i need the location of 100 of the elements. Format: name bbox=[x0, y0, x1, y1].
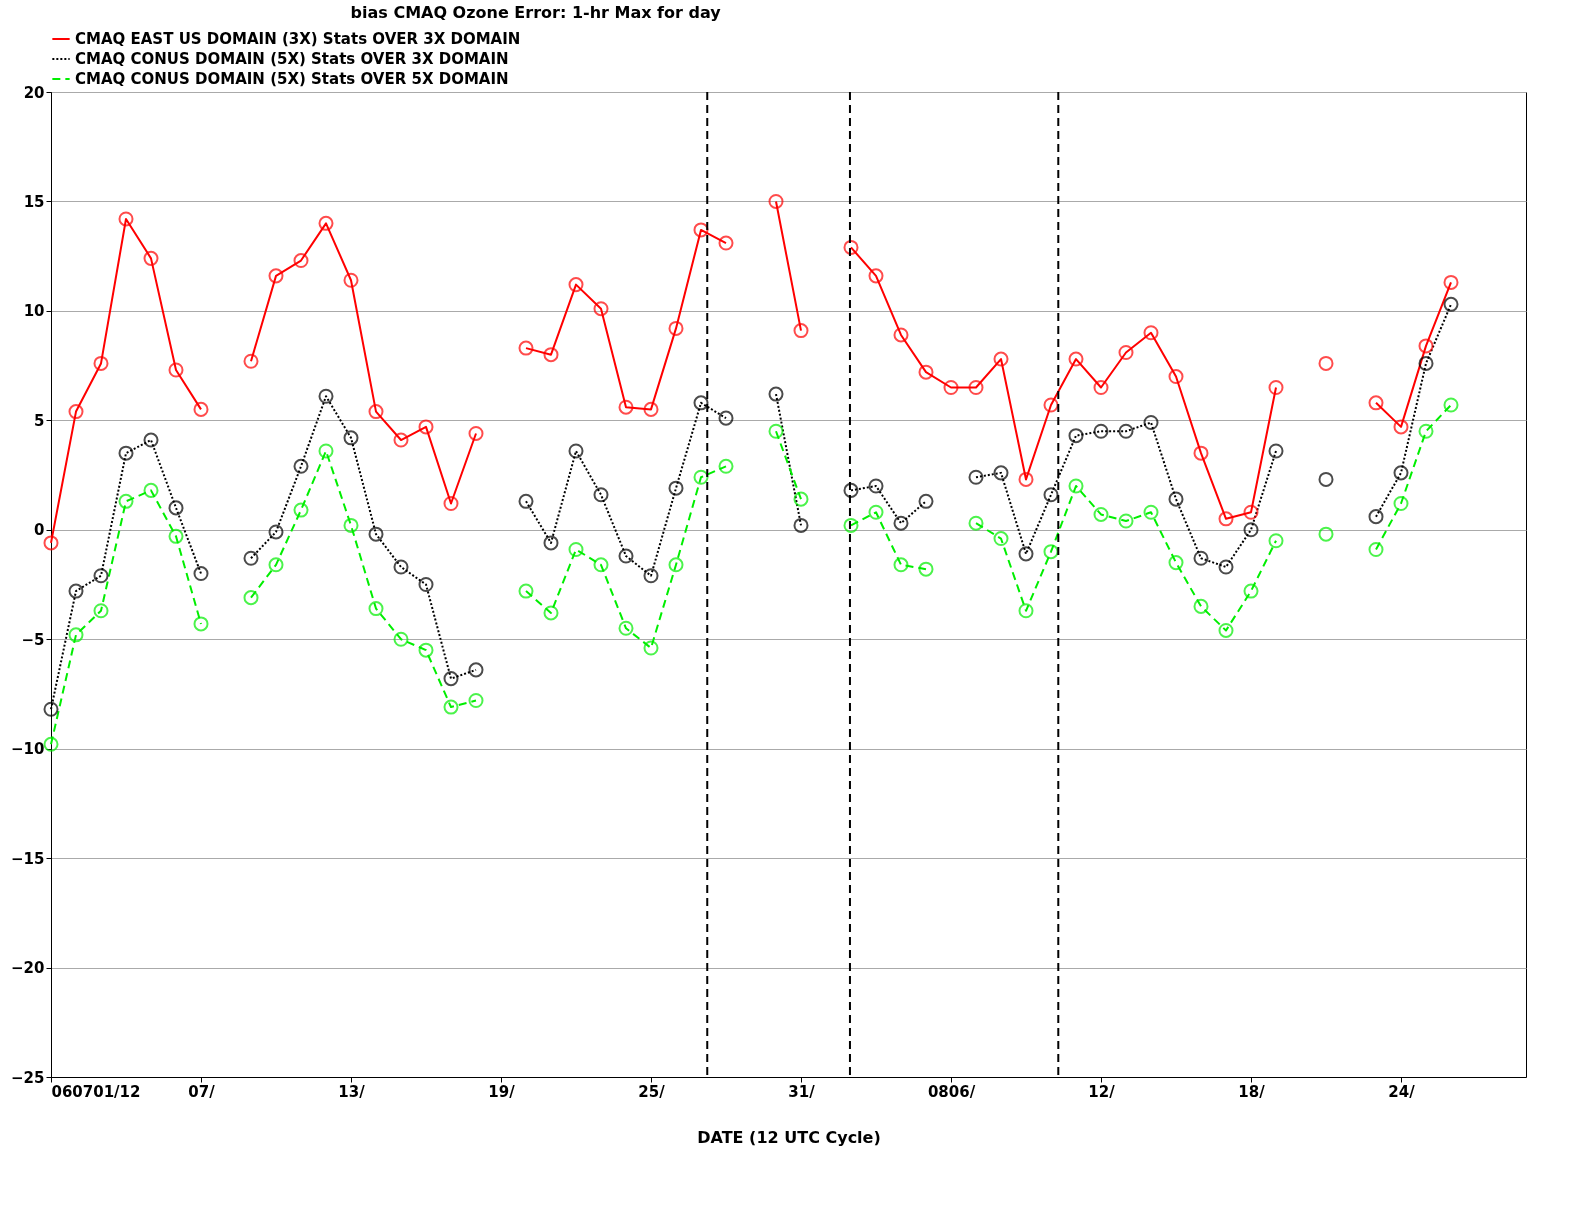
point bbox=[443, 671, 459, 687]
point bbox=[618, 620, 634, 636]
point bbox=[193, 401, 209, 417]
point bbox=[1218, 559, 1234, 575]
point bbox=[618, 399, 634, 415]
point bbox=[943, 379, 959, 396]
point bbox=[143, 432, 159, 448]
point bbox=[418, 576, 434, 593]
point bbox=[668, 480, 684, 496]
point bbox=[968, 515, 984, 531]
point bbox=[468, 425, 484, 441]
point bbox=[1393, 419, 1409, 435]
point bbox=[1268, 379, 1284, 396]
point bbox=[368, 601, 384, 617]
point bbox=[393, 559, 409, 575]
point bbox=[43, 535, 59, 551]
point bbox=[968, 469, 984, 485]
point bbox=[893, 557, 909, 573]
point bbox=[593, 487, 609, 503]
point bbox=[143, 250, 159, 266]
y-tick-label: 5 bbox=[34, 411, 45, 430]
point bbox=[318, 215, 334, 231]
point bbox=[993, 465, 1009, 481]
point bbox=[693, 222, 709, 238]
point bbox=[243, 353, 259, 369]
point bbox=[1093, 423, 1109, 439]
legend-label: CMAQ EAST US DOMAIN (3X) Stats OVER 3X DOMAIN bbox=[75, 30, 521, 48]
y-tick-label: −5 bbox=[21, 630, 45, 649]
point bbox=[1193, 550, 1209, 566]
point bbox=[768, 386, 784, 402]
point bbox=[793, 517, 809, 533]
point bbox=[1118, 344, 1134, 360]
point bbox=[768, 423, 784, 439]
point bbox=[718, 235, 734, 251]
point bbox=[118, 445, 134, 461]
x-tick-label: 25/ bbox=[638, 1082, 666, 1101]
point bbox=[1443, 397, 1459, 413]
point bbox=[1118, 423, 1134, 439]
point bbox=[1268, 443, 1284, 459]
point bbox=[1043, 487, 1059, 503]
point bbox=[118, 211, 134, 227]
point bbox=[68, 627, 84, 643]
point bbox=[1093, 379, 1109, 396]
point bbox=[1193, 445, 1209, 461]
y-tick-label: 0 bbox=[34, 521, 45, 540]
point bbox=[93, 355, 109, 371]
point bbox=[93, 603, 109, 619]
point bbox=[1168, 369, 1184, 385]
point bbox=[1318, 471, 1334, 487]
point bbox=[568, 443, 584, 459]
point bbox=[568, 541, 584, 557]
point bbox=[1368, 395, 1384, 411]
point bbox=[293, 253, 309, 269]
x-tick-label: 31/ bbox=[788, 1082, 816, 1101]
point bbox=[193, 616, 209, 632]
point bbox=[1068, 351, 1084, 367]
point bbox=[643, 401, 659, 417]
x-axis-title: DATE (12 UTC Cycle) bbox=[697, 1127, 881, 1147]
y-tick-label: 15 bbox=[23, 192, 45, 211]
point bbox=[193, 566, 209, 582]
point bbox=[93, 568, 109, 584]
point bbox=[1218, 511, 1234, 527]
point bbox=[1243, 504, 1259, 520]
point bbox=[368, 526, 384, 542]
point bbox=[1268, 533, 1284, 549]
point bbox=[368, 404, 384, 420]
point bbox=[1443, 274, 1459, 290]
point bbox=[1393, 496, 1409, 512]
point bbox=[843, 517, 859, 533]
point bbox=[1318, 355, 1334, 371]
chart-title: bias CMAQ Ozone Error: 1-hr Max for day bbox=[350, 3, 722, 22]
y-tick-label: 10 bbox=[23, 302, 45, 321]
point bbox=[343, 517, 359, 533]
point bbox=[668, 320, 684, 336]
point bbox=[468, 662, 484, 678]
point bbox=[1418, 423, 1434, 439]
point bbox=[143, 482, 159, 498]
x-tick-label: 18/ bbox=[1238, 1082, 1266, 1101]
point bbox=[1168, 491, 1184, 507]
y-tick-label: −25 bbox=[11, 1068, 45, 1087]
legend-label: CMAQ CONUS DOMAIN (5X) Stats OVER 5X DOMAIN bbox=[75, 70, 509, 88]
point bbox=[793, 491, 809, 507]
point bbox=[393, 432, 409, 448]
point bbox=[1193, 598, 1209, 614]
point bbox=[693, 395, 709, 411]
point bbox=[343, 430, 359, 446]
x-tick-label: 13/ bbox=[338, 1082, 366, 1101]
point bbox=[43, 701, 59, 717]
point bbox=[518, 583, 534, 599]
point bbox=[868, 504, 884, 520]
point bbox=[543, 347, 559, 363]
point bbox=[893, 515, 909, 531]
point bbox=[268, 557, 284, 573]
x-tick-label: 07/ bbox=[188, 1082, 216, 1101]
point bbox=[443, 699, 459, 715]
x-tick-label: 060701/12 bbox=[51, 1082, 141, 1101]
point bbox=[1093, 506, 1109, 522]
y-tick-label: −20 bbox=[11, 959, 45, 978]
point bbox=[843, 482, 859, 498]
point bbox=[418, 642, 434, 658]
